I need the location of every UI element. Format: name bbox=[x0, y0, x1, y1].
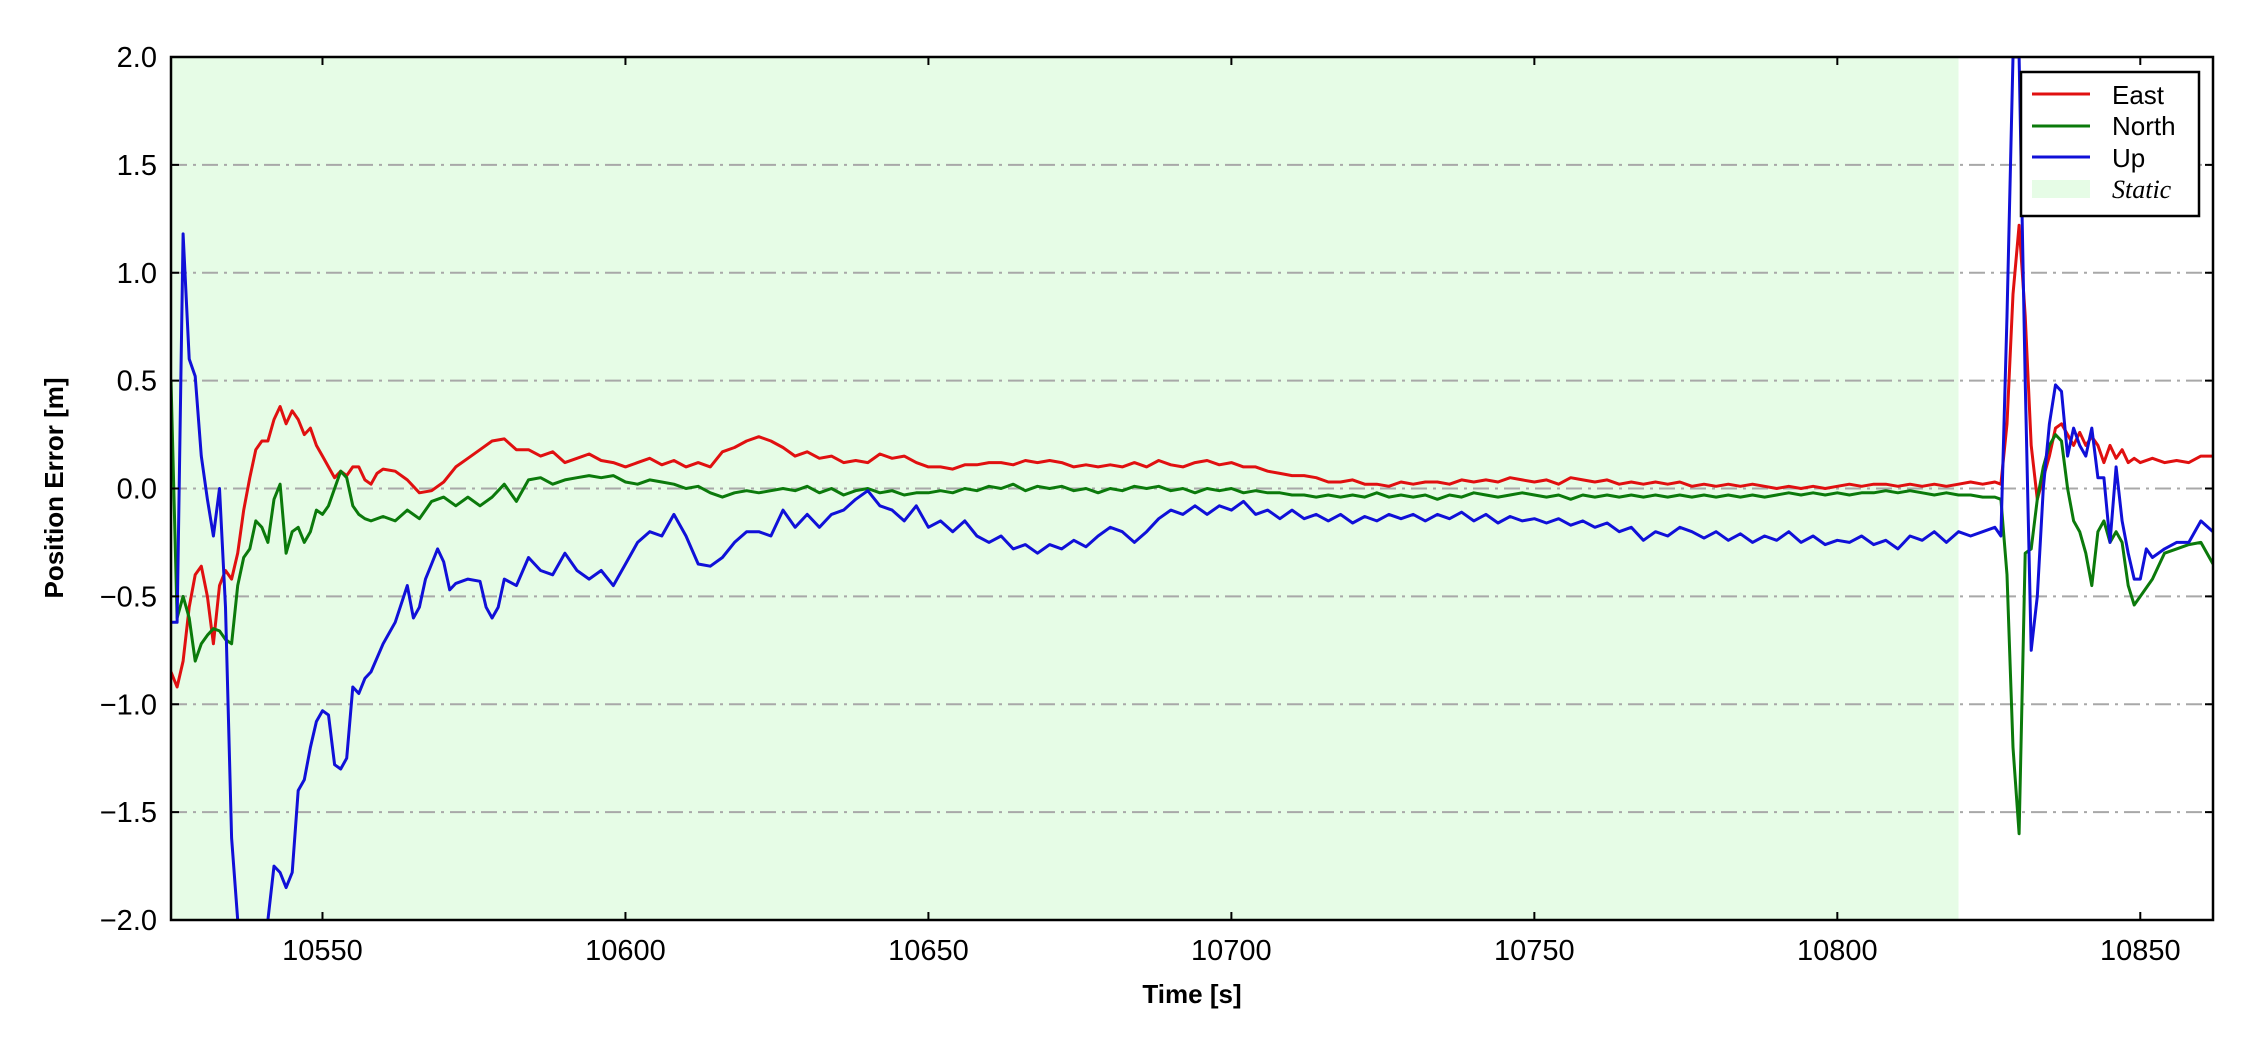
y-tick-label: 1.0 bbox=[117, 258, 157, 290]
x-tick-label: 10550 bbox=[282, 935, 363, 967]
x-tick-label: 10750 bbox=[1494, 935, 1575, 967]
y-tick-label: −1.0 bbox=[100, 689, 157, 721]
y-tick-label: −2.0 bbox=[100, 905, 157, 937]
y-tick-label: 0.0 bbox=[117, 474, 157, 506]
x-tick-label: 10600 bbox=[585, 935, 666, 967]
legend-label-north: North bbox=[2112, 111, 2176, 141]
y-tick-label: 0.5 bbox=[117, 366, 157, 398]
x-tick-label: 10650 bbox=[888, 935, 969, 967]
x-axis: 10550 10600 10650 10700 10750 10800 10850 bbox=[282, 57, 2181, 967]
legend-swatch-static bbox=[2032, 180, 2090, 198]
legend-label-east: East bbox=[2112, 80, 2165, 110]
y-tick-label: −0.5 bbox=[100, 581, 157, 613]
y-axis-title: Position Error [m] bbox=[39, 377, 69, 598]
y-tick-label: 1.5 bbox=[117, 150, 157, 182]
x-tick-label: 10700 bbox=[1191, 935, 1272, 967]
series-line-north bbox=[171, 380, 2213, 836]
x-axis-title: Time [s] bbox=[1142, 979, 1241, 1009]
x-tick-label: 10850 bbox=[2100, 935, 2181, 967]
x-tick-label: 10800 bbox=[1797, 935, 1878, 967]
series-line-east bbox=[171, 223, 2213, 689]
y-axis: 2.0 1.5 1.0 0.5 0.0 −0.5 −1.0 −1.5 −2.0 bbox=[100, 42, 2213, 937]
series-line-up bbox=[171, 57, 2213, 920]
y-tick-label: 2.0 bbox=[117, 42, 157, 74]
series-lines bbox=[171, 57, 2213, 920]
legend-label-up: Up bbox=[2112, 143, 2145, 173]
y-tick-label: −1.5 bbox=[100, 797, 157, 829]
legend-label-static: Static bbox=[2112, 175, 2172, 204]
legend: East North Up Static bbox=[2019, 70, 2201, 218]
